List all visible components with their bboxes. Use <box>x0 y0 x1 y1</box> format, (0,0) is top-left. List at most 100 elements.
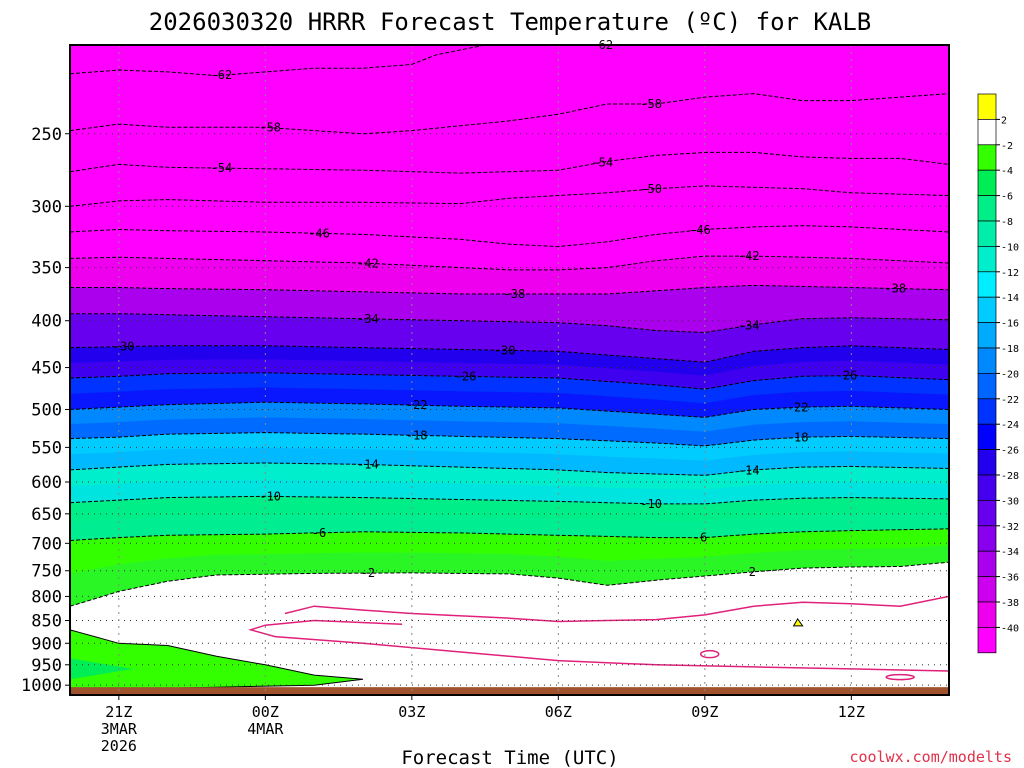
y-tick-label: 850 <box>31 612 62 632</box>
contour-label: -22 <box>787 400 809 414</box>
contour-label: -46 <box>308 226 330 240</box>
contour-label: -26 <box>836 369 858 383</box>
contour-label: -34 <box>357 312 379 326</box>
fill-band <box>70 562 949 695</box>
colorbar-swatch <box>977 500 997 527</box>
fill-band <box>70 256 949 294</box>
contour-line <box>70 561 949 607</box>
contour-line <box>70 284 949 295</box>
fill-band <box>70 225 949 270</box>
y-tick-label: 400 <box>31 312 62 332</box>
colorbar-label: -26 <box>1001 446 1019 457</box>
contour-line <box>70 151 949 174</box>
colorbar-swatch <box>977 296 997 323</box>
contour-label: -10 <box>259 489 281 503</box>
contour-label: -30 <box>494 343 516 357</box>
freezing-contour <box>284 595 949 623</box>
freezing-contour-small <box>885 673 915 681</box>
contour-label: -2 <box>742 565 756 579</box>
colorbar-swatch <box>977 449 997 476</box>
fill-band <box>70 185 949 247</box>
contour-label: -46 <box>689 223 711 237</box>
colorbar-swatch <box>977 373 997 400</box>
colorbar-swatch <box>977 119 997 146</box>
colorbar-swatch <box>977 627 997 654</box>
fill-subband <box>70 545 949 607</box>
contour-label: -2 <box>361 566 375 580</box>
contour-line <box>70 372 949 390</box>
colorbar-label: -6 <box>1001 192 1013 203</box>
y-tick-label: 550 <box>31 438 62 458</box>
x-tick-label: 06Z <box>545 703 572 721</box>
contour-label: -58 <box>259 121 281 135</box>
x-tick-label: 21Z <box>105 703 132 721</box>
colorbar-label: -16 <box>1001 319 1019 330</box>
colorbar-label: -24 <box>1001 420 1019 431</box>
contour-label: -54 <box>211 161 233 175</box>
colorbar-swatch <box>977 169 997 196</box>
credit-text: coolwx.com/modelts <box>849 748 1012 766</box>
colorbar-swatch <box>977 474 997 501</box>
y-tick-label: 350 <box>31 259 62 279</box>
contour-label: -34 <box>738 318 760 332</box>
colorbar-swatch <box>977 246 997 273</box>
contour-label: -58 <box>640 97 662 111</box>
x-tick-label: 00Z <box>252 703 279 721</box>
contour-line <box>70 255 949 271</box>
colorbar-label: -38 <box>1001 598 1019 609</box>
contour-label: -62 <box>211 68 233 82</box>
colorbar-label: -30 <box>1001 496 1019 507</box>
contour-label: -50 <box>640 182 662 196</box>
y-axis: 2503003504004505005506006507007508008509… <box>21 125 70 696</box>
fill-band <box>70 45 949 134</box>
colorbar-label: -32 <box>1001 522 1019 533</box>
colorbar-swatch <box>977 322 997 349</box>
colorbar-swatch <box>977 398 997 425</box>
contour-label: -18 <box>787 430 809 444</box>
contour-label: -14 <box>738 463 760 477</box>
y-tick-label: 800 <box>31 587 62 607</box>
fill-subband <box>70 447 949 476</box>
fill-band <box>70 152 949 207</box>
colorbar-swatch <box>977 576 997 603</box>
low-level-core <box>70 658 134 680</box>
fill-band <box>70 313 949 363</box>
fill-subband <box>70 387 949 418</box>
contour-label: -6 <box>312 526 326 540</box>
contour-label: -38 <box>884 282 906 296</box>
contour-label: -26 <box>455 369 477 383</box>
y-tick-label: 450 <box>31 359 62 379</box>
ground-shading <box>70 687 949 695</box>
contour-label: -42 <box>357 256 379 270</box>
colorbar-label: -12 <box>1001 268 1019 279</box>
x-tick-label: 09Z <box>691 703 718 721</box>
colorbar-label: 2 <box>1001 115 1007 126</box>
colorbar-swatch <box>977 525 997 552</box>
y-tick-label: 750 <box>31 562 62 582</box>
colorbar-swatch <box>977 220 997 247</box>
contour-lines <box>70 45 949 607</box>
contour-label: -42 <box>738 249 760 263</box>
y-tick-label: 250 <box>31 125 62 145</box>
colorbar-label: -40 <box>1001 623 1019 634</box>
contour-label: -38 <box>504 287 526 301</box>
contour-label: -18 <box>406 428 428 442</box>
colorbar-label: -10 <box>1001 242 1019 253</box>
colorbar-swatch <box>977 195 997 222</box>
grid-lines <box>70 45 949 695</box>
colorbar-swatch <box>977 144 997 171</box>
colorbar-label: -22 <box>1001 395 1019 406</box>
fill-subband <box>70 513 949 541</box>
colorbar-swatch <box>977 347 997 374</box>
colorbar-swatch <box>977 550 997 577</box>
contour-line <box>70 462 949 476</box>
contour-line <box>70 495 949 505</box>
contour-line <box>70 345 949 363</box>
contour-line <box>70 45 949 77</box>
chart-title: 2026030320 HRRR Forecast Temperature (ºC… <box>149 8 871 36</box>
contour-label: -6 <box>693 531 707 545</box>
contour-line <box>70 432 949 447</box>
contour-line <box>70 528 949 541</box>
colorbar-label: -34 <box>1001 547 1019 558</box>
